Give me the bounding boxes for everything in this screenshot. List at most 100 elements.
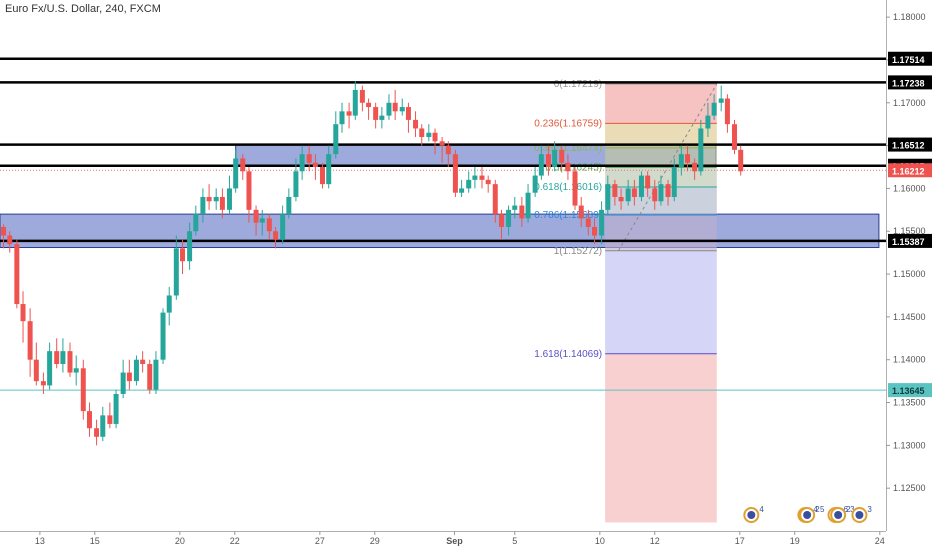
candle-body (738, 149, 744, 172)
candle (173, 235, 179, 300)
candle (618, 188, 624, 210)
x-tick-label: 19 (790, 536, 800, 546)
chart-title: Euro Fx/U.S. Dollar, 240, FXCM (5, 3, 161, 15)
candle-body (73, 368, 79, 373)
candle-body (426, 132, 432, 138)
candle (652, 179, 658, 210)
candle-body (107, 415, 113, 424)
candle (20, 291, 26, 343)
candle-body (671, 167, 677, 197)
candle (273, 226, 279, 249)
event-count: 3 (867, 505, 872, 514)
candle-body (638, 175, 644, 197)
level-price-tag (888, 51, 932, 66)
candle (419, 124, 425, 146)
flag-icon-center (834, 511, 843, 519)
event-marker[interactable]: 2 (799, 505, 820, 523)
candle (120, 359, 126, 399)
candle-body (153, 359, 159, 390)
candle (27, 308, 33, 377)
candle-body (120, 372, 126, 394)
candle (80, 359, 86, 420)
candle-body (273, 231, 279, 240)
candle-body (346, 111, 352, 116)
candle (559, 145, 565, 172)
y-tick-label: 1.14000 (893, 355, 926, 365)
y-tick-label: 1.15000 (893, 269, 926, 279)
candle (466, 171, 472, 193)
candle (259, 209, 265, 236)
candle (519, 196, 525, 227)
candle-body (86, 411, 92, 429)
candle-body (246, 171, 252, 210)
current-price-tag (888, 163, 932, 178)
x-tick-label: 24 (875, 536, 885, 546)
time-axis[interactable]: 13 15 20 22 27 29 Sep 5 10 12 17 19 24 (0, 531, 932, 550)
candle-body (705, 115, 711, 129)
candle-body (711, 102, 717, 116)
candle-body (100, 415, 106, 437)
candle (592, 218, 598, 245)
candle-body (320, 167, 326, 185)
candle-body (1, 226, 7, 236)
candle-body (724, 98, 730, 125)
candle-body (731, 124, 737, 150)
candle (479, 167, 485, 189)
candle-body (466, 179, 472, 189)
candle (107, 402, 113, 429)
candle (439, 137, 445, 163)
candle-body (60, 351, 66, 364)
candle-body (373, 107, 379, 120)
candle (187, 222, 193, 270)
candle-body (333, 124, 339, 155)
candle-body (565, 162, 571, 172)
candle (512, 196, 518, 219)
event-marker[interactable]: 3 (851, 505, 872, 523)
candle-body (299, 154, 305, 172)
candle (718, 85, 724, 112)
candle-body (599, 209, 605, 236)
candle-body (126, 372, 132, 382)
candle (100, 406, 106, 442)
candle-body (366, 102, 372, 108)
x-tick-label: Sep (446, 536, 463, 546)
candle-body (658, 184, 664, 202)
candle (638, 171, 644, 202)
price-axis[interactable]: 1.12500 1.13000 1.13500 1.14000 1.14500 1.150… (886, 0, 932, 550)
candle (532, 167, 538, 197)
candle (692, 158, 698, 180)
candle-body (592, 226, 598, 236)
fib-level-label: 1(1.15272) (554, 246, 602, 257)
event-marker[interactable]: 2 (830, 505, 851, 523)
candle (432, 128, 438, 155)
candle (731, 119, 737, 155)
event-marker[interactable]: 4 (743, 505, 764, 523)
zone-rect (0, 213, 880, 249)
candle-body (226, 188, 232, 210)
candle (293, 158, 299, 202)
x-tick-label: 27 (315, 536, 325, 546)
candle (426, 124, 432, 142)
x-tick-label: 29 (370, 536, 380, 546)
candle-body (413, 119, 419, 129)
candle-body (213, 196, 219, 202)
event-count: 4 (759, 505, 764, 514)
candle-body (498, 214, 504, 227)
candle (253, 205, 259, 236)
candle (685, 145, 691, 172)
candle (126, 359, 132, 390)
candle-body (113, 393, 119, 424)
candle (7, 231, 13, 253)
candle (386, 94, 392, 120)
current-price-tag-label: 1.16212 (892, 166, 925, 176)
candle (525, 184, 531, 223)
candle (565, 154, 571, 180)
event-count: 2 (846, 505, 851, 514)
x-tick-label: 13 (35, 536, 45, 546)
candle (645, 171, 651, 197)
candle (552, 141, 558, 172)
candle (266, 214, 272, 240)
candle-body (54, 351, 60, 364)
